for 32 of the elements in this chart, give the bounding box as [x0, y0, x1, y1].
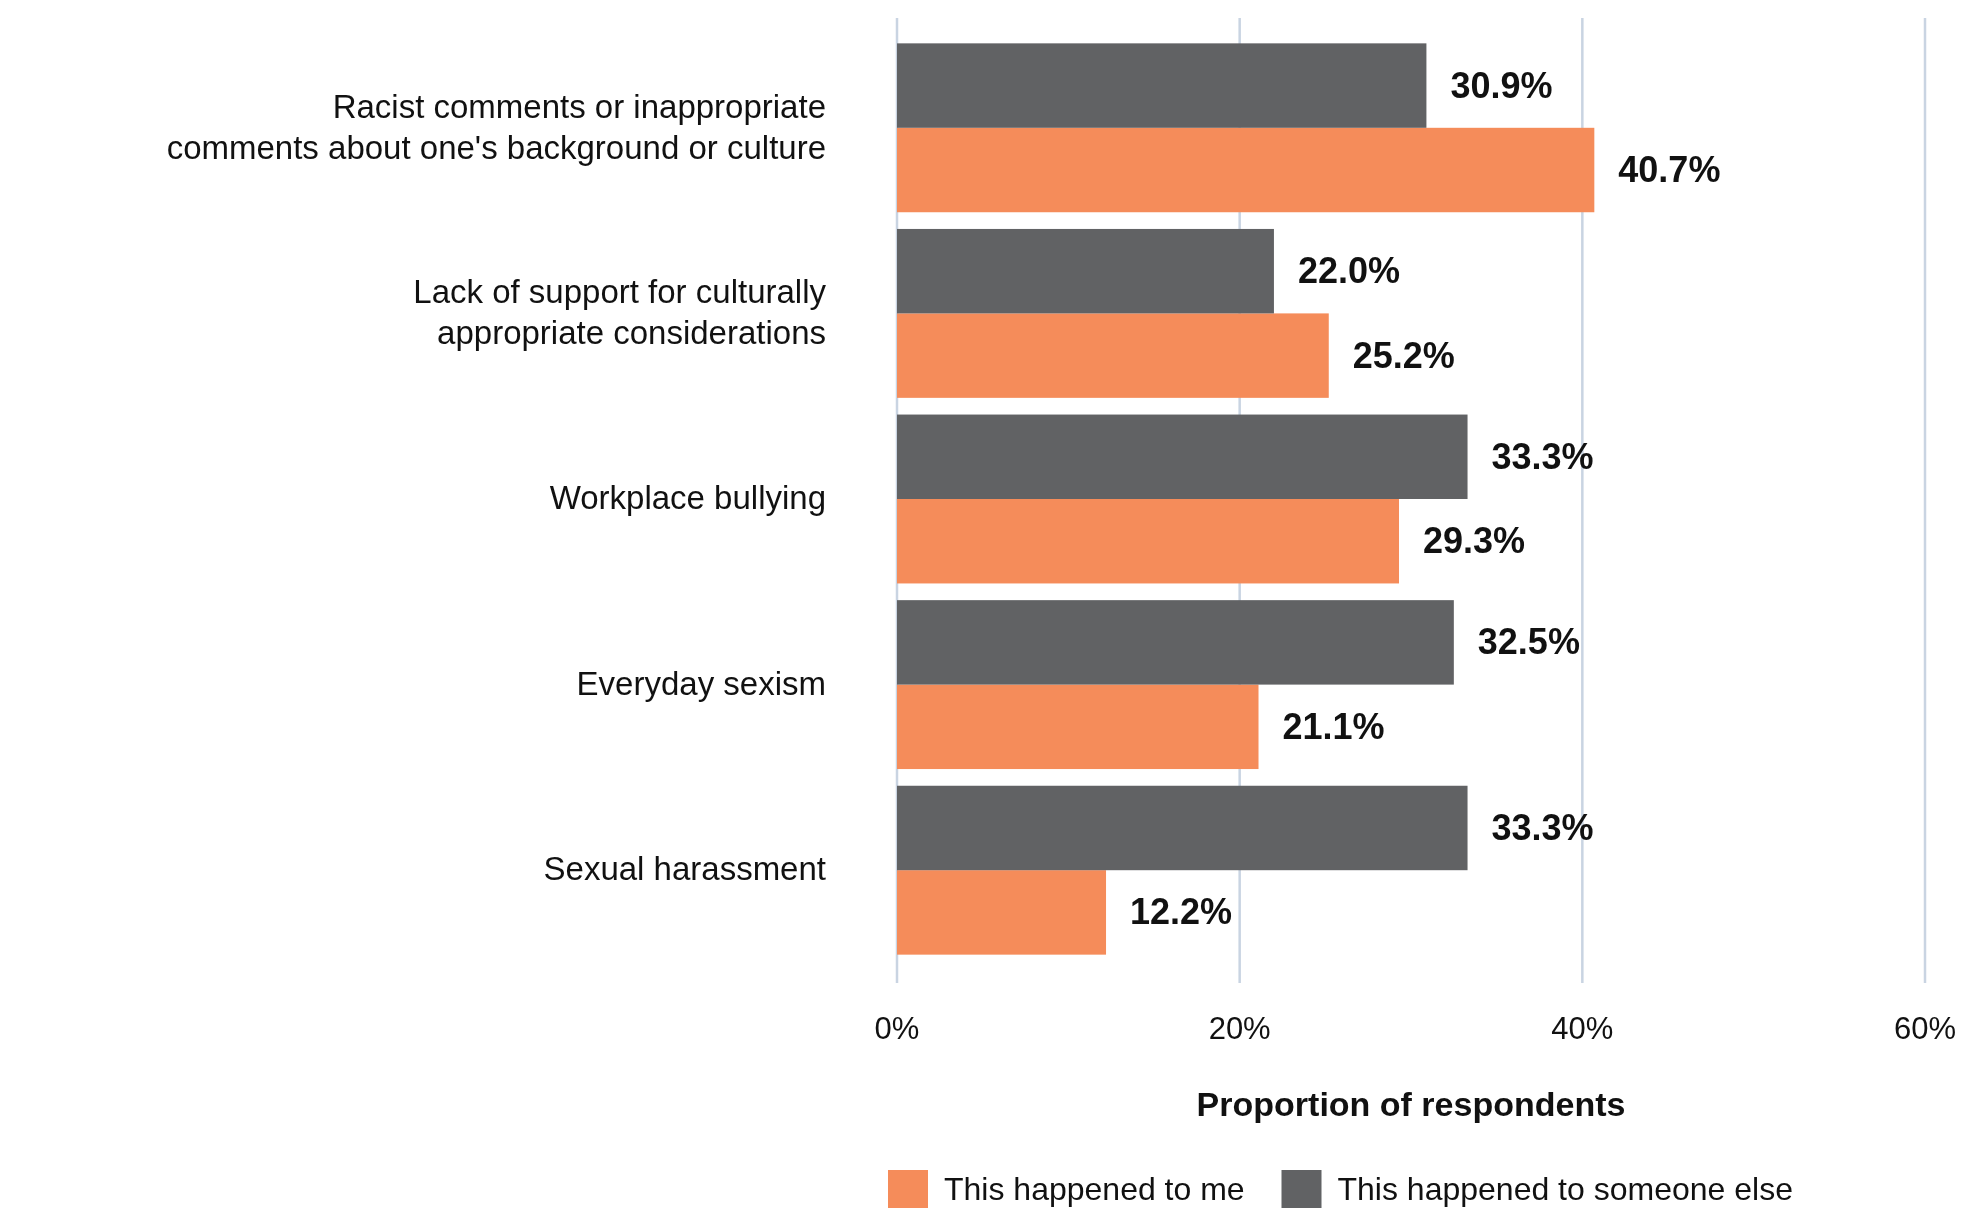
x-tick-label: 60%	[1893, 1011, 1957, 1046]
x-tick-label: 40%	[1551, 1011, 1614, 1046]
x-tick-label: 0%	[874, 1011, 920, 1046]
data-label: 32.5%	[1477, 621, 1580, 663]
data-label: 29.3%	[1423, 520, 1526, 562]
bar	[897, 127, 1595, 213]
data-label: 40.7%	[1618, 149, 1721, 191]
x-axis-title: Proportion of respondents	[1196, 1085, 1626, 1123]
y-tick-label: Everyday sexism	[576, 664, 826, 702]
data-label: 30.9%	[1450, 64, 1553, 106]
y-tick-label: Workplace bullying	[549, 479, 826, 516]
data-label: 33.3%	[1491, 806, 1594, 848]
data-label: 22.0%	[1297, 250, 1401, 292]
bar	[897, 228, 1274, 314]
legend-label: This happened to someone else	[1337, 1171, 1793, 1207]
bar	[897, 43, 1427, 128]
data-label: 25.2%	[1352, 334, 1455, 376]
bar	[897, 785, 1468, 871]
legend-label: This happened to me	[944, 1171, 1245, 1207]
data-label: 21.1%	[1282, 705, 1385, 747]
y-tick-label: Lack of support for culturally appropriate considerations	[413, 273, 827, 352]
y-tick-label: Racist comments or inappropriate comments about one's background or culture	[166, 87, 826, 166]
bar	[897, 600, 1454, 685]
bar	[897, 870, 1107, 955]
x-tick-label: 20%	[1208, 1011, 1271, 1046]
bar	[897, 313, 1329, 398]
bar	[897, 684, 1259, 770]
data-label: 12.2%	[1130, 891, 1233, 933]
y-tick-label: Sexual harassment	[543, 850, 826, 888]
data-label: 33.3%	[1491, 435, 1594, 477]
bar	[897, 414, 1468, 499]
bar	[897, 499, 1400, 584]
